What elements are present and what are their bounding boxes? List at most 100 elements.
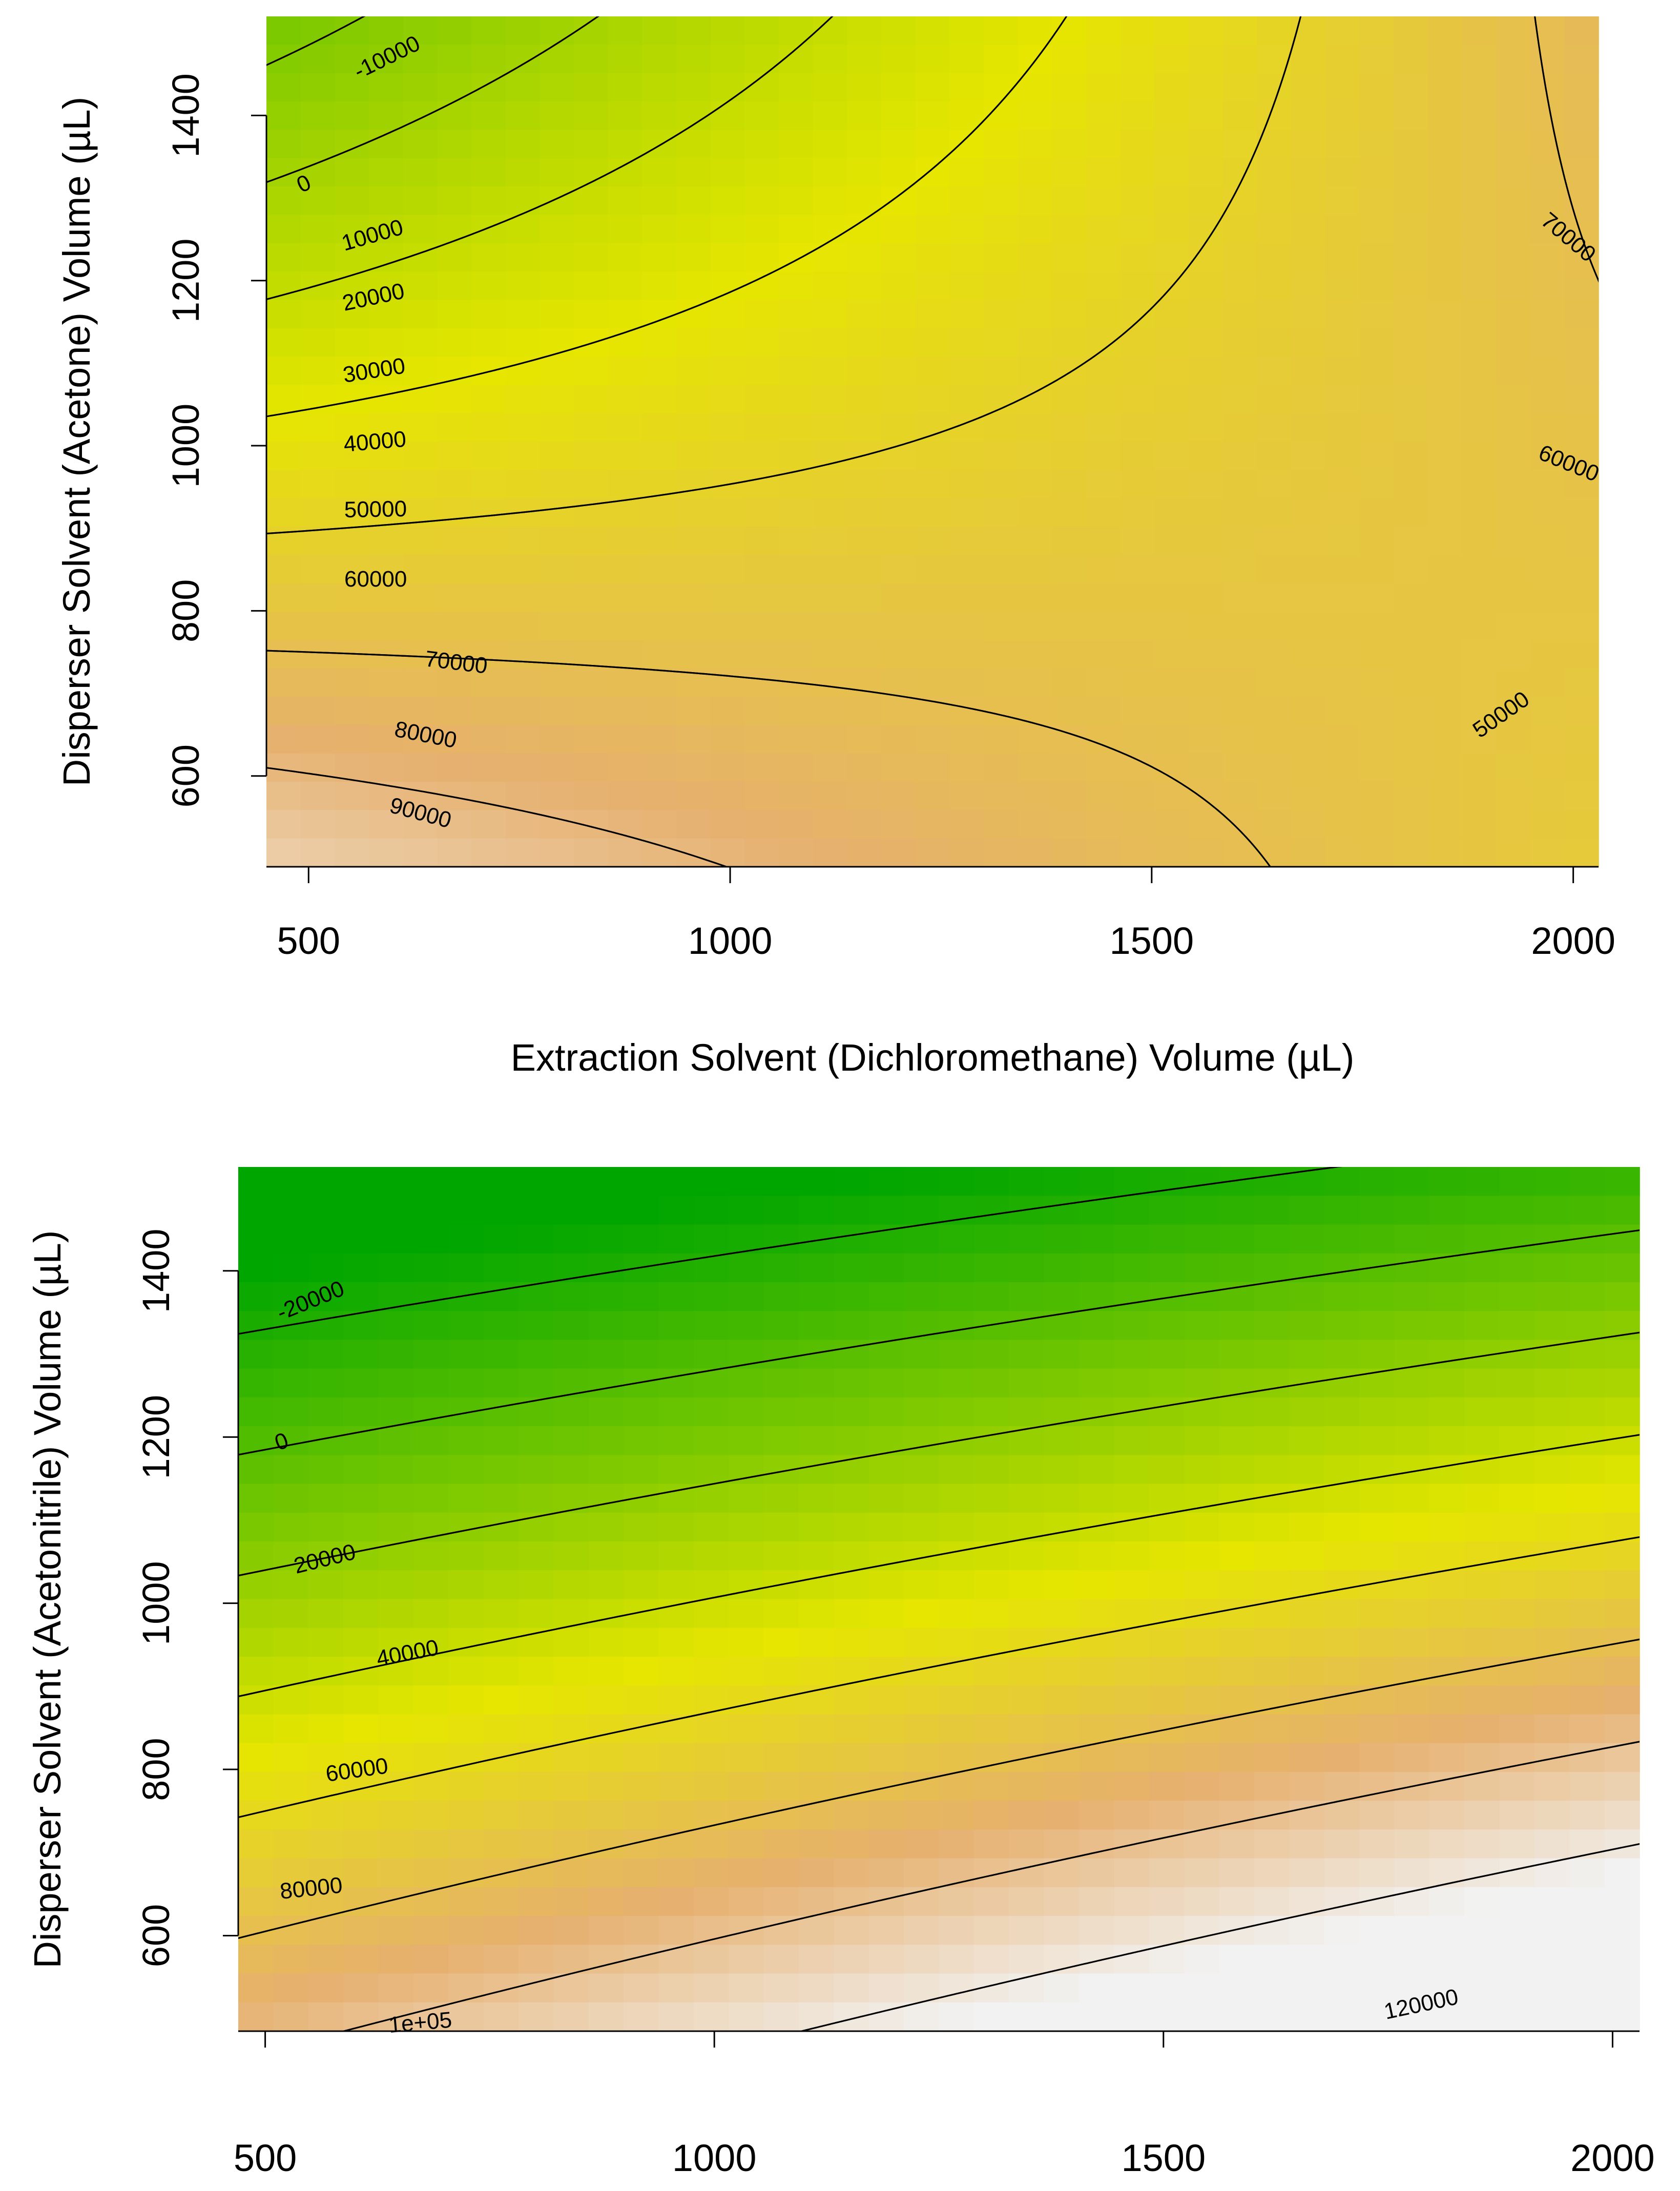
heatmap-cell (1120, 838, 1155, 867)
heatmap-cell (518, 1484, 554, 1513)
contour-line (1534, 16, 1599, 283)
heatmap-cell (1086, 186, 1121, 216)
heatmap-cell (369, 838, 404, 867)
heatmap-cell (378, 1455, 414, 1485)
heatmap-cell (763, 1599, 799, 1629)
heatmap-cells (238, 1167, 1640, 2032)
heatmap-cell (763, 1167, 799, 1197)
heatmap-cell (1079, 1167, 1115, 1197)
heatmap-cell (1324, 1829, 1360, 1859)
heatmap-cell (1044, 1829, 1080, 1859)
heatmap-cell (1530, 753, 1565, 782)
heatmap-cell (1496, 782, 1531, 811)
contour-line (238, 1167, 1342, 1335)
heatmap-cell (574, 442, 609, 471)
heatmap-cell (369, 555, 404, 584)
heatmap-cell (1427, 555, 1463, 584)
heatmap-cell (238, 1311, 274, 1341)
heatmap-cell (834, 1167, 869, 1197)
heatmap-cell (1018, 838, 1053, 867)
heatmap-cell (949, 612, 984, 641)
heatmap-cell (343, 1743, 379, 1772)
heatmap-cell (881, 697, 916, 726)
contour-line (266, 767, 729, 867)
heatmap-cell (1189, 442, 1223, 471)
heatmap-cell (553, 1916, 589, 1946)
heatmap-cell (1564, 45, 1599, 74)
heatmap-cell (574, 640, 609, 669)
heatmap-cell (847, 45, 882, 74)
heatmap-cell (1289, 1771, 1325, 1801)
heatmap-cell (1018, 215, 1053, 244)
heatmap-cell (1219, 1512, 1255, 1542)
heatmap-cell (540, 668, 574, 697)
heatmap-cell (300, 215, 336, 244)
heatmap-cell (1289, 1743, 1325, 1772)
heatmap-cell (1291, 583, 1326, 612)
heatmap-cell (729, 1368, 764, 1398)
heatmap-cell (1530, 413, 1565, 442)
heatmap-cell (847, 101, 882, 131)
heatmap-cell (1009, 1858, 1045, 1888)
heatmap-cell (658, 1916, 694, 1946)
heatmap-cell (1427, 186, 1463, 216)
heatmap-cell (1429, 1916, 1465, 1946)
heatmap-cell (413, 1599, 449, 1629)
heatmap-cell (238, 1224, 274, 1254)
heatmap-cell (868, 1512, 904, 1542)
heatmap-cell (335, 810, 369, 839)
heatmap-cell (1086, 215, 1121, 244)
heatmap-cell (437, 668, 472, 697)
heatmap-cell (588, 2002, 624, 2032)
heatmap-cell (1429, 1801, 1465, 1830)
heatmap-cell (1359, 1426, 1395, 1456)
heatmap-cell (868, 1858, 904, 1888)
heatmap-cell (1079, 1743, 1115, 1772)
heatmap-cell (300, 555, 336, 584)
heatmap-cell (266, 498, 301, 527)
heatmap-cell (335, 725, 369, 754)
heatmap-cell (1044, 2002, 1080, 2032)
heatmap-cell (744, 215, 779, 244)
heatmap-cell (1427, 498, 1463, 527)
heatmap-cell (1604, 1801, 1640, 1830)
heatmap-cell (744, 101, 779, 131)
heatmap-cell (1564, 640, 1599, 669)
heatmap-cell (273, 1916, 309, 1946)
heatmap-cell (1219, 1368, 1255, 1398)
heatmap-cell (799, 1455, 835, 1485)
heatmap-cell (973, 1656, 1010, 1686)
heatmap-cell (1464, 1282, 1500, 1311)
heatmap-cell (984, 272, 1019, 301)
heatmap-cell (1154, 583, 1189, 612)
heatmap-cell (369, 527, 404, 556)
heatmap-cell (369, 470, 404, 499)
heatmap-cell (1254, 1512, 1290, 1542)
heatmap-cell (553, 1656, 589, 1686)
heatmap-cell (658, 1771, 694, 1801)
heatmap-cell (799, 1714, 835, 1744)
heatmap-cell (868, 1484, 904, 1513)
heatmap-cell (1394, 413, 1428, 442)
heatmap-cell (1359, 583, 1394, 612)
heatmap-cell (1604, 1916, 1640, 1946)
heatmap-cell (588, 1685, 624, 1715)
heatmap-cell (448, 1311, 484, 1341)
heatmap-cell (1257, 725, 1292, 754)
heatmap-cell (1534, 1771, 1570, 1801)
contour-label-40000: 40000 (343, 426, 407, 456)
heatmap-cell (335, 158, 369, 187)
heatmap-cell (1149, 1541, 1185, 1571)
heatmap-cell (1086, 612, 1121, 641)
heatmap-cell (483, 1656, 519, 1686)
heatmap-cell (1462, 328, 1497, 357)
heatmap-cell (1462, 498, 1497, 527)
heatmap-cell (1154, 130, 1189, 159)
heatmap-cell (658, 1340, 694, 1369)
heatmap-cell (904, 1973, 940, 2003)
heatmap-cell (847, 470, 882, 499)
heatmap-cell (744, 725, 779, 754)
heatmap-cell (1189, 697, 1223, 726)
heatmap-cell (1114, 1340, 1150, 1369)
heatmap-cell (1086, 45, 1121, 74)
